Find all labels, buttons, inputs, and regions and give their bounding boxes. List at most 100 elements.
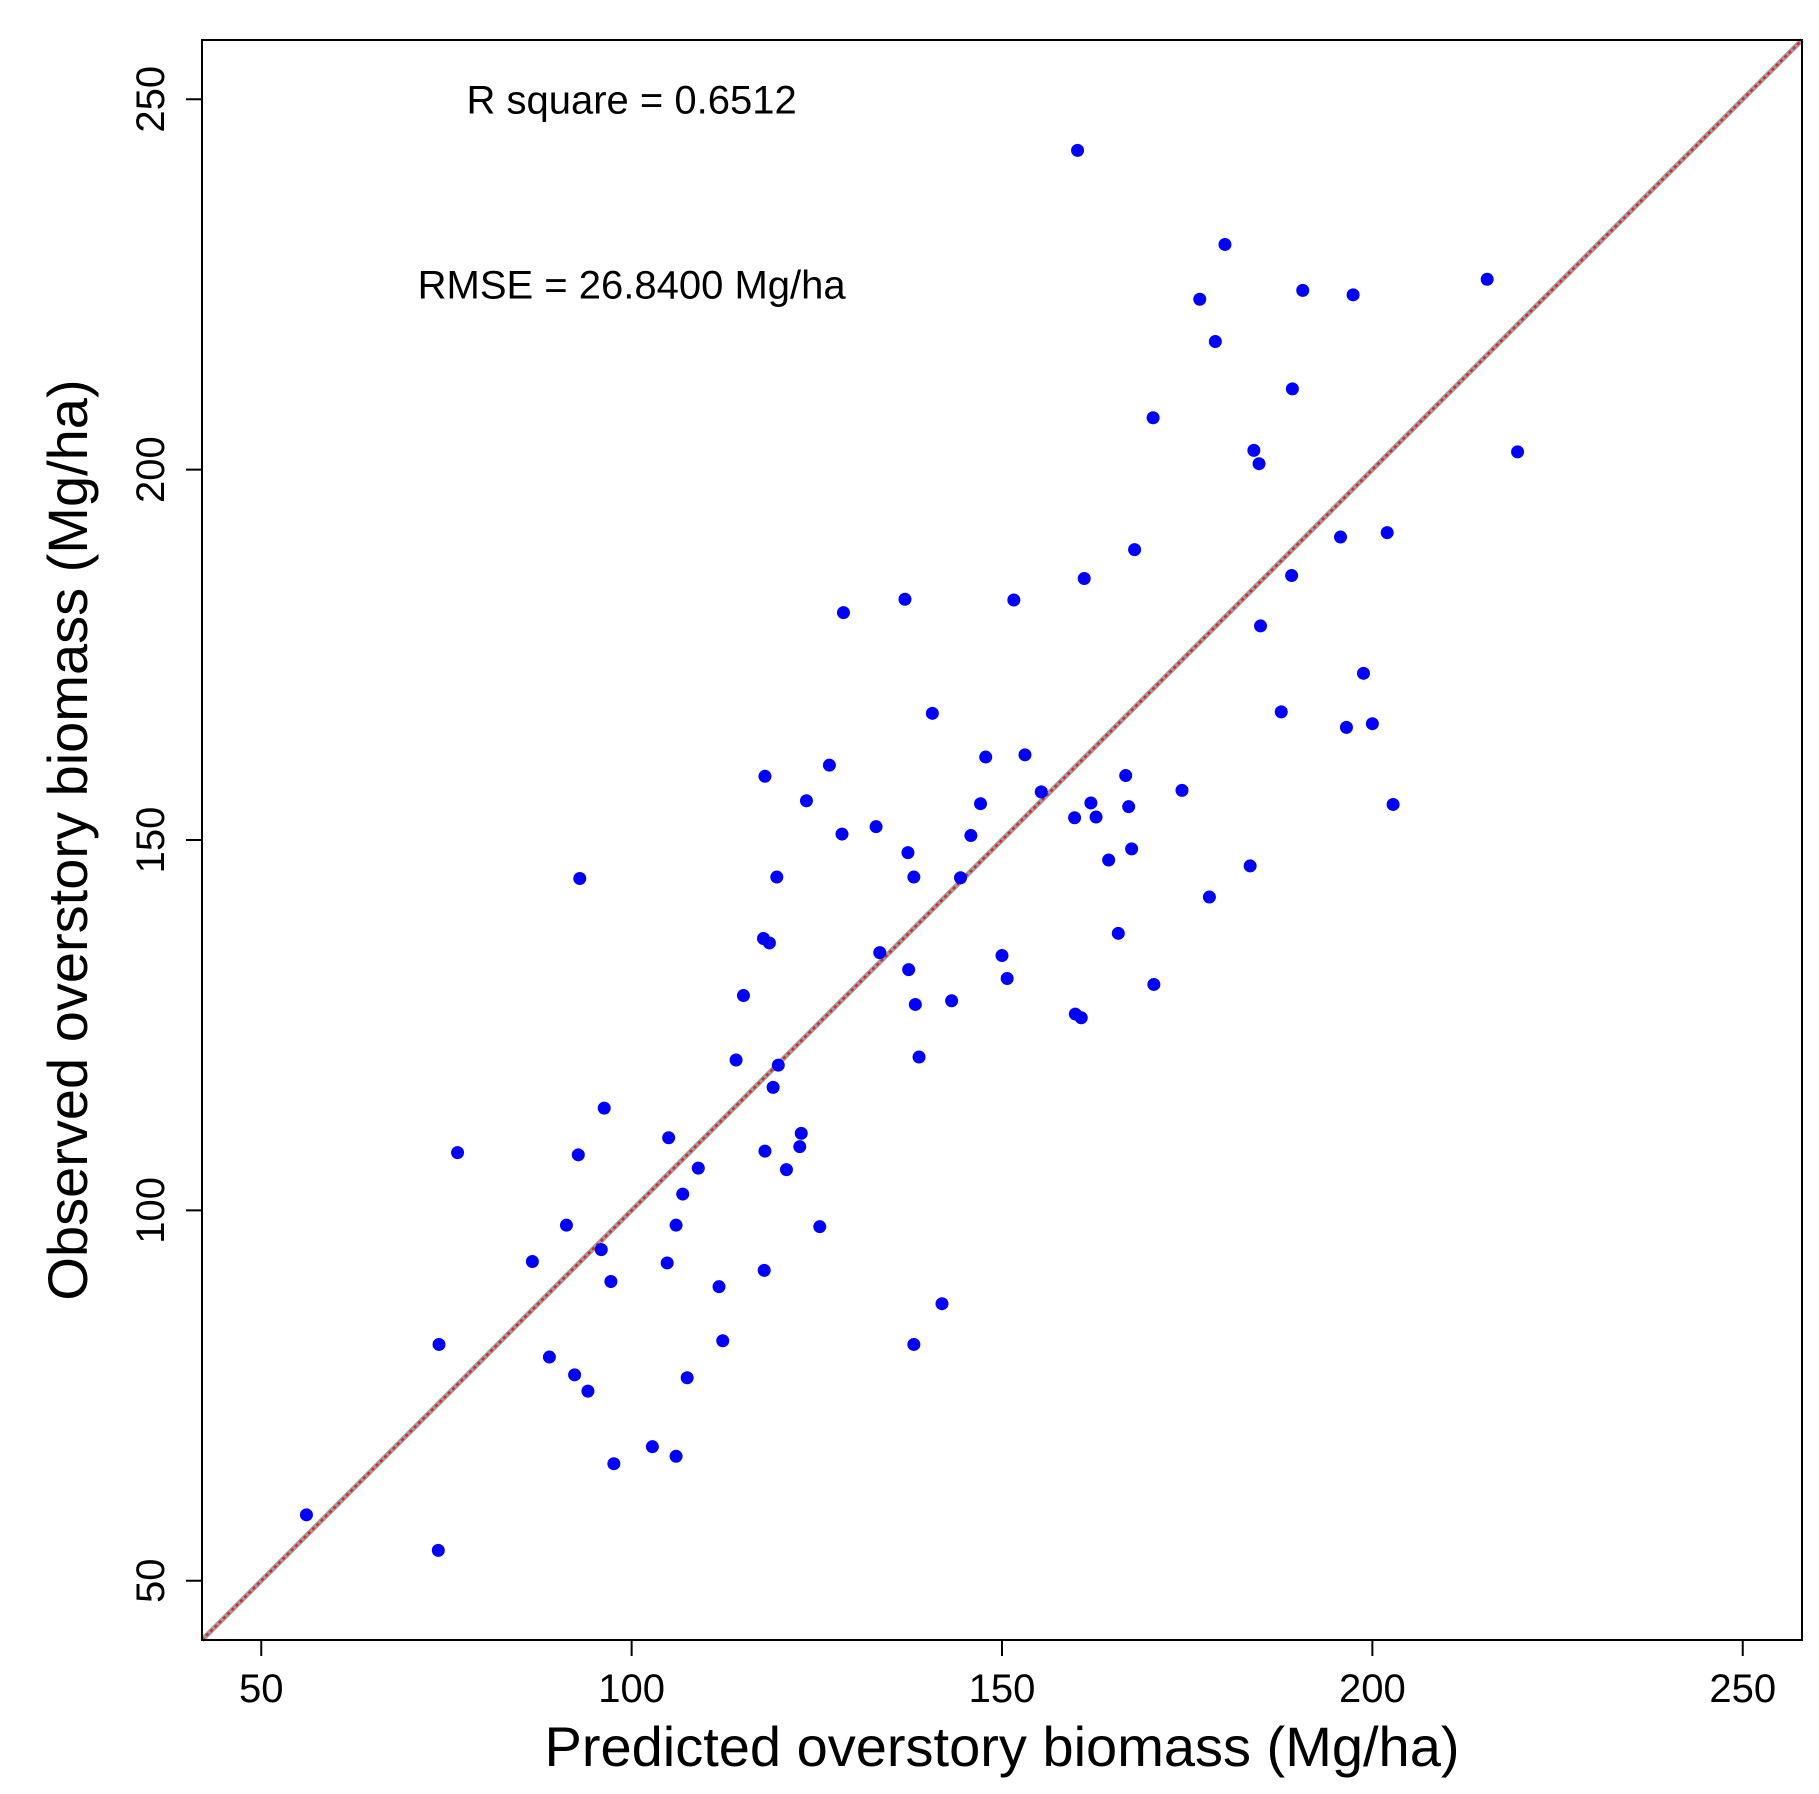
data-point: [869, 820, 883, 834]
data-point: [907, 870, 921, 884]
data-point: [908, 997, 922, 1011]
data-point: [873, 946, 887, 960]
data-point: [898, 592, 912, 606]
data-point: [835, 827, 849, 841]
data-point: [594, 1243, 608, 1257]
data-point: [571, 1148, 585, 1162]
data-point: [432, 1337, 446, 1351]
plot-frame: [201, 39, 1803, 1641]
data-point: [1125, 842, 1139, 856]
data-point: [1077, 572, 1091, 586]
data-point: [1339, 720, 1353, 734]
x-tick-label: 50: [239, 1667, 284, 1711]
data-points-group: [299, 143, 1525, 1557]
y-tick-label: 200: [129, 436, 173, 503]
y-tick-label: 150: [129, 807, 173, 874]
data-point: [1146, 411, 1160, 425]
data-point: [771, 1058, 785, 1072]
data-point: [1254, 619, 1268, 633]
data-point: [1202, 890, 1216, 904]
x-tick-label: 250: [1709, 1667, 1776, 1711]
data-point: [1193, 292, 1207, 306]
data-point: [945, 994, 959, 1008]
data-point: [1365, 717, 1379, 731]
data-point: [1007, 593, 1021, 607]
data-point: [995, 949, 1009, 963]
data-point: [1218, 237, 1232, 251]
data-point: [1208, 334, 1222, 348]
data-point: [1147, 977, 1161, 991]
one-to-one-line-group: [200, 38, 1804, 1642]
data-point: [1356, 666, 1370, 680]
data-point: [935, 1297, 949, 1311]
data-point: [912, 1050, 926, 1064]
data-point: [597, 1101, 611, 1115]
data-point: [907, 1337, 921, 1351]
data-point: [1018, 748, 1032, 762]
y-tick-label: 50: [129, 1558, 173, 1603]
data-point: [822, 758, 836, 772]
data-point: [716, 1334, 730, 1348]
data-point: [729, 1053, 743, 1067]
data-point: [1175, 783, 1189, 797]
annotations: R square = 0.6512 RMSE = 26.8400 Mg/ha: [418, 78, 847, 307]
data-point: [902, 963, 916, 977]
data-point: [1068, 811, 1082, 825]
data-point: [299, 1508, 313, 1522]
data-point: [979, 750, 993, 764]
y-tick-label: 100: [129, 1177, 173, 1244]
data-point: [559, 1218, 573, 1232]
data-point: [669, 1218, 683, 1232]
data-point: [1071, 143, 1085, 157]
data-point: [542, 1350, 556, 1364]
data-point: [1111, 926, 1125, 940]
data-point: [974, 797, 988, 811]
data-point: [925, 706, 939, 720]
data-point: [1386, 797, 1400, 811]
data-point: [799, 794, 813, 808]
data-point: [712, 1280, 726, 1294]
data-point: [793, 1140, 807, 1154]
rmse-annotation: RMSE = 26.8400 Mg/ha: [418, 263, 847, 307]
data-point: [1274, 705, 1288, 719]
data-point: [1511, 445, 1525, 459]
data-point: [1074, 1011, 1088, 1025]
data-point: [1247, 443, 1261, 457]
x-tick-label: 150: [969, 1667, 1036, 1711]
data-point: [779, 1163, 793, 1177]
data-point: [1285, 569, 1299, 583]
x-tick-label: 200: [1339, 1667, 1406, 1711]
data-point: [676, 1187, 690, 1201]
data-point: [758, 1144, 772, 1158]
data-point: [1122, 800, 1136, 814]
y-axis-title: Observed overstory biomass (Mg/ha): [36, 379, 99, 1300]
data-point: [1346, 288, 1360, 302]
data-point: [766, 1080, 780, 1094]
data-point: [758, 769, 772, 783]
x-axis-title: Predicted overstory biomass (Mg/ha): [544, 1715, 1459, 1778]
x-tick-label: 100: [598, 1667, 665, 1711]
data-point: [581, 1384, 595, 1398]
data-point: [836, 606, 850, 620]
data-point: [573, 872, 587, 886]
data-point: [1000, 972, 1014, 986]
one-to-one-line-red: [201, 39, 1803, 1641]
data-point: [1285, 382, 1299, 396]
data-point: [1128, 543, 1142, 557]
data-point: [607, 1457, 621, 1471]
data-point: [431, 1543, 445, 1557]
data-point: [451, 1146, 465, 1160]
data-point: [680, 1371, 694, 1385]
data-point: [1034, 785, 1048, 799]
data-point: [1252, 457, 1266, 471]
y-tick-label: 250: [129, 66, 173, 133]
data-point: [1089, 810, 1103, 824]
data-point: [1480, 272, 1494, 286]
data-point: [604, 1274, 618, 1288]
y-axis-ticks: 50 100 150 200 250: [129, 66, 202, 1603]
data-point: [813, 1220, 827, 1234]
data-point: [1119, 769, 1133, 783]
data-point: [770, 870, 784, 884]
